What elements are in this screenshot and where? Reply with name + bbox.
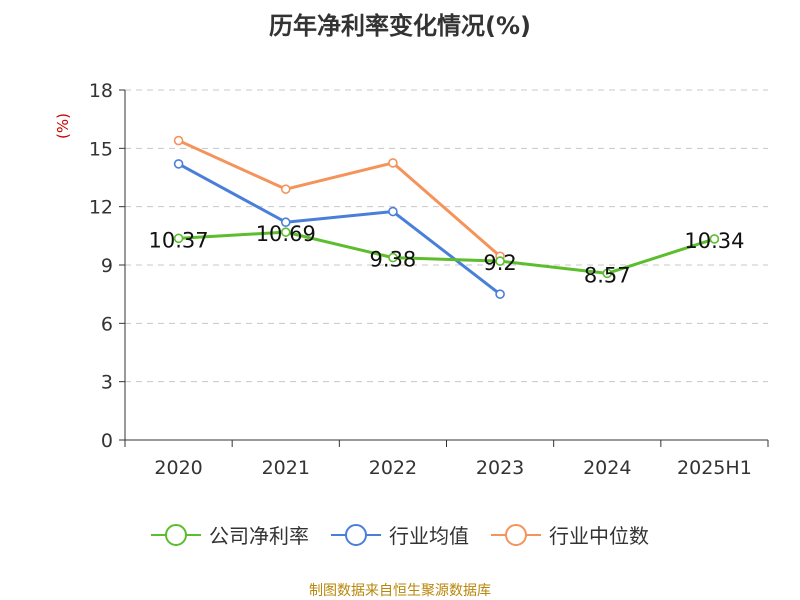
y-tick-label: 9 xyxy=(101,255,113,277)
legend-marker-industry-mean xyxy=(331,523,381,547)
source-note: 制图数据来自恒生聚源数据库 xyxy=(309,583,491,599)
legend-marker-company xyxy=(151,523,201,547)
data-point[interactable] xyxy=(173,233,184,244)
x-tick-label: 2024 xyxy=(583,457,631,479)
y-axis-unit-label: (%) xyxy=(54,113,72,139)
x-tick-label: 2022 xyxy=(369,457,417,479)
series-line xyxy=(177,162,501,296)
data-point[interactable] xyxy=(388,252,398,263)
data-point[interactable] xyxy=(388,158,398,168)
data-labels: 10.37 10.69 9.38 9.2 8.57 10.34 xyxy=(149,222,745,287)
data-point[interactable] xyxy=(280,227,291,237)
legend-item-industry-mean[interactable]: 行业均值 xyxy=(331,520,469,549)
data-point[interactable] xyxy=(495,289,505,299)
data-point[interactable] xyxy=(280,184,291,194)
series-line xyxy=(178,230,715,275)
legend-label-industry-median: 行业中位数 xyxy=(549,524,649,548)
data-point[interactable] xyxy=(173,159,184,169)
x-tick-label: 2020 xyxy=(154,457,202,479)
chart-title: 历年净利率变化情况(%) xyxy=(269,12,531,40)
data-label: 9.2 xyxy=(483,251,516,275)
axes: 0 3 6 9 12 15 18 2020 2021 2022 2023 2024 2025H1 xyxy=(89,80,769,479)
data-point[interactable] xyxy=(280,217,291,228)
data-label: 10.69 xyxy=(256,222,316,246)
legend-marker-industry-median xyxy=(491,523,541,547)
series-line xyxy=(177,139,502,258)
y-tick-label: 18 xyxy=(89,80,113,102)
data-label: 8.57 xyxy=(584,263,631,287)
legend-label-company: 公司净利率 xyxy=(209,524,309,548)
data-point[interactable] xyxy=(495,256,505,266)
y-tick-label: 6 xyxy=(101,313,113,335)
series-lines xyxy=(173,135,720,299)
y-tick-label: 3 xyxy=(101,372,113,394)
x-tick-label: 2023 xyxy=(476,457,524,479)
data-point[interactable] xyxy=(388,206,398,217)
data-point[interactable] xyxy=(709,234,720,244)
data-label: 10.37 xyxy=(149,228,209,252)
legend-item-industry-median[interactable]: 行业中位数 xyxy=(491,520,649,549)
data-point[interactable] xyxy=(173,135,184,146)
grid-lines xyxy=(125,89,768,383)
legend-label-industry-mean: 行业均值 xyxy=(389,524,469,548)
data-label: 10.34 xyxy=(684,229,744,253)
data-point[interactable] xyxy=(602,268,613,279)
x-tick-label: 2021 xyxy=(262,457,310,479)
data-label: 9.38 xyxy=(370,248,417,272)
y-tick-label: 0 xyxy=(101,430,113,452)
y-tick-label: 15 xyxy=(89,138,113,160)
legend-item-company[interactable]: 公司净利率 xyxy=(151,520,309,549)
x-tick-label: 2025H1 xyxy=(677,457,752,479)
y-tick-label: 12 xyxy=(89,197,113,219)
legend: 公司净利率 行业均值 行业中位数 xyxy=(0,520,800,549)
